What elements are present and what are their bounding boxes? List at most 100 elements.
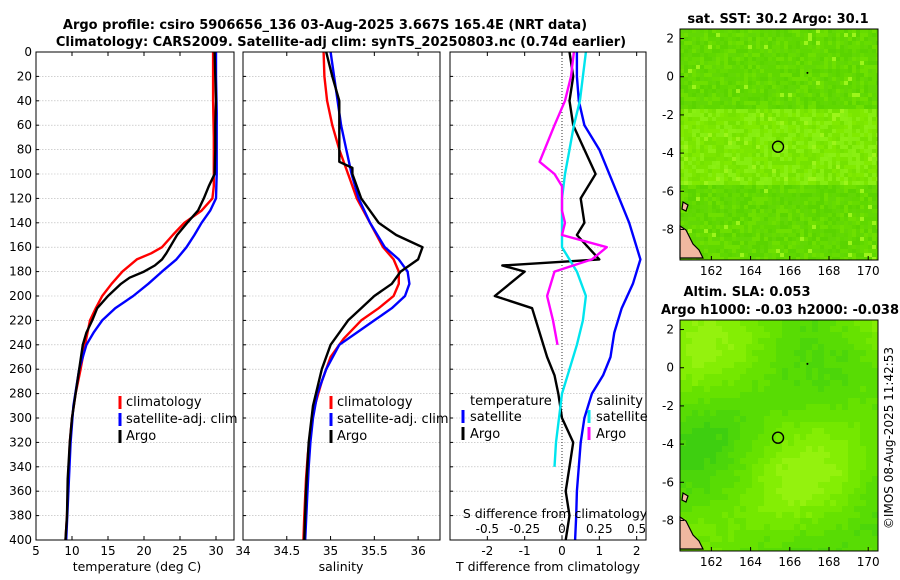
legend-label-argo: Argo bbox=[337, 429, 367, 444]
x-tick-label: 162 bbox=[700, 555, 723, 569]
x-tick-label: 168 bbox=[818, 555, 841, 569]
legend-title-salinity: salinity bbox=[596, 394, 643, 409]
series-line-temperature-satellite bbox=[573, 52, 642, 540]
salinity-legend: climatology satellite-adj. clim Argo bbox=[329, 395, 449, 444]
y-tick-label: 2 bbox=[666, 323, 674, 337]
y-tick-label: -4 bbox=[662, 437, 674, 451]
y-tick-label: 400 bbox=[9, 533, 32, 547]
series-line-satellite-adj-clim bbox=[304, 52, 411, 540]
temperature-legend: climatology satellite-adj. clim Argo bbox=[118, 395, 238, 444]
series-line-argo bbox=[303, 52, 424, 540]
difference-top-label: S difference from climatology bbox=[463, 506, 648, 521]
sla-map: 162 164 166 168 170 2 0 -2 -4 -6 -8 bbox=[662, 319, 880, 569]
sst-map: 162 164 166 168 170 2 0 -2 -4 -6 -8 bbox=[662, 28, 880, 278]
legend-label-climatology: climatology bbox=[337, 395, 413, 410]
x-tick-label: 164 bbox=[739, 264, 762, 278]
difference-legend: temperature satellite Argo salinity sate… bbox=[461, 394, 648, 442]
y-tick-label: 80 bbox=[17, 143, 32, 157]
x-tick-label: 20 bbox=[136, 544, 151, 558]
series-line-argo bbox=[64, 52, 218, 540]
y-tick-label: 120 bbox=[9, 191, 32, 205]
top-x-tick-label: -0.5 bbox=[476, 522, 499, 536]
difference-panel: -2 -1 0 1 2 -0.5 -0.25 0 0.25 0.5 bbox=[449, 51, 647, 558]
y-tick-label: -8 bbox=[662, 513, 674, 527]
top-x-tick-label: 0.5 bbox=[627, 522, 646, 536]
x-tick-label: 166 bbox=[778, 555, 801, 569]
land-island bbox=[681, 492, 689, 503]
figure-title-line1: Argo profile: csiro 5906656_136 03-Aug-2… bbox=[63, 18, 587, 33]
x-tick-label: 164 bbox=[739, 555, 762, 569]
y-tick-label: -4 bbox=[662, 146, 674, 160]
y-tick-label: 180 bbox=[9, 265, 32, 279]
land-island bbox=[679, 515, 704, 550]
x-tick-label: 170 bbox=[857, 555, 880, 569]
x-tick-label: 170 bbox=[857, 264, 880, 278]
x-tick-label: 15 bbox=[100, 544, 115, 558]
x-tick-label: -2 bbox=[481, 544, 493, 558]
y-tick-label: 40 bbox=[17, 94, 32, 108]
top-x-tick-label: -0.25 bbox=[509, 522, 540, 536]
y-tick-label: -6 bbox=[662, 184, 674, 198]
x-tick-label: -1 bbox=[519, 544, 531, 558]
y-tick-label: 140 bbox=[9, 216, 32, 230]
legend-label-temp-satellite: satellite bbox=[470, 410, 522, 425]
x-tick-label: 36 bbox=[410, 544, 425, 558]
y-tick-label: 0 bbox=[666, 70, 674, 84]
sla-map-subtitle: Argo h1000: -0.03 h2000: -0.038 bbox=[661, 303, 899, 318]
panel-frame bbox=[449, 51, 647, 541]
y-tick-label: -2 bbox=[662, 399, 674, 413]
y-tick-label: 340 bbox=[9, 460, 32, 474]
legend-label-satellite: satellite-adj. clim bbox=[337, 412, 449, 427]
y-tick-label: 20 bbox=[17, 69, 32, 83]
top-x-tick-label: 0 bbox=[558, 522, 566, 536]
panel-frame bbox=[35, 51, 235, 541]
argo-position-marker bbox=[771, 431, 785, 444]
y-tick-label: 220 bbox=[9, 313, 32, 327]
legend-title-temperature: temperature bbox=[470, 394, 552, 409]
y-tick-label: 160 bbox=[9, 240, 32, 254]
x-tick-label: 10 bbox=[64, 544, 79, 558]
x-tick-label: 25 bbox=[172, 544, 187, 558]
temperature-xlabel: temperature (deg C) bbox=[73, 559, 202, 574]
figure-title-line2: Climatology: CARS2009. Satellite-adj cli… bbox=[56, 35, 626, 50]
sst-map-title: sat. SST: 30.2 Argo: 30.1 bbox=[687, 12, 868, 27]
x-tick-label: 35 bbox=[323, 544, 338, 558]
sla-map-title: Altim. SLA: 0.053 bbox=[684, 285, 811, 300]
y-tick-label: 100 bbox=[9, 167, 32, 181]
salinity-xlabel: salinity bbox=[319, 559, 364, 574]
x-tick-label: 0 bbox=[558, 544, 566, 558]
y-tick-label: 200 bbox=[9, 289, 32, 303]
y-tick-label: 240 bbox=[9, 338, 32, 352]
x-tick-label: 166 bbox=[778, 264, 801, 278]
legend-label-temp-argo: Argo bbox=[470, 427, 500, 442]
y-tick-label: 260 bbox=[9, 362, 32, 376]
x-tick-label: 5 bbox=[32, 544, 40, 558]
map-frame bbox=[679, 28, 879, 261]
temperature-panel: 0 20 40 60 80 100 120 140 160 180 200 220 240 260 280 3… bbox=[9, 45, 235, 558]
top-x-tick-label: 0.25 bbox=[586, 522, 613, 536]
y-tick-label: 300 bbox=[9, 411, 32, 425]
y-tick-label: -8 bbox=[662, 222, 674, 236]
series-line-temperature-argo bbox=[493, 52, 601, 540]
map-dot bbox=[806, 362, 809, 365]
y-tick-label: 320 bbox=[9, 435, 32, 449]
map-frame bbox=[679, 319, 879, 552]
credit-text: ©IMOS 08-Aug-2025 11:42:53 bbox=[882, 347, 896, 529]
argo-position-marker bbox=[771, 140, 785, 153]
y-tick-label: -6 bbox=[662, 475, 674, 489]
x-tick-label: 34 bbox=[235, 544, 250, 558]
series-line-salinity-satellite bbox=[553, 52, 588, 467]
land-island bbox=[681, 201, 689, 212]
x-tick-label: 35.5 bbox=[361, 544, 388, 558]
panel-frame bbox=[242, 51, 441, 541]
map-cells bbox=[680, 29, 878, 260]
series-line-salinity-argo bbox=[538, 52, 608, 346]
salinity-panel: 34 34.5 35 35.5 36 bbox=[235, 51, 441, 558]
legend-label-sal-satellite: satellite bbox=[596, 410, 648, 425]
x-tick-label: 30 bbox=[208, 544, 223, 558]
x-tick-label: 34.5 bbox=[273, 544, 300, 558]
y-tick-label: 280 bbox=[9, 387, 32, 401]
land-island bbox=[679, 224, 704, 259]
x-tick-label: 162 bbox=[700, 264, 723, 278]
